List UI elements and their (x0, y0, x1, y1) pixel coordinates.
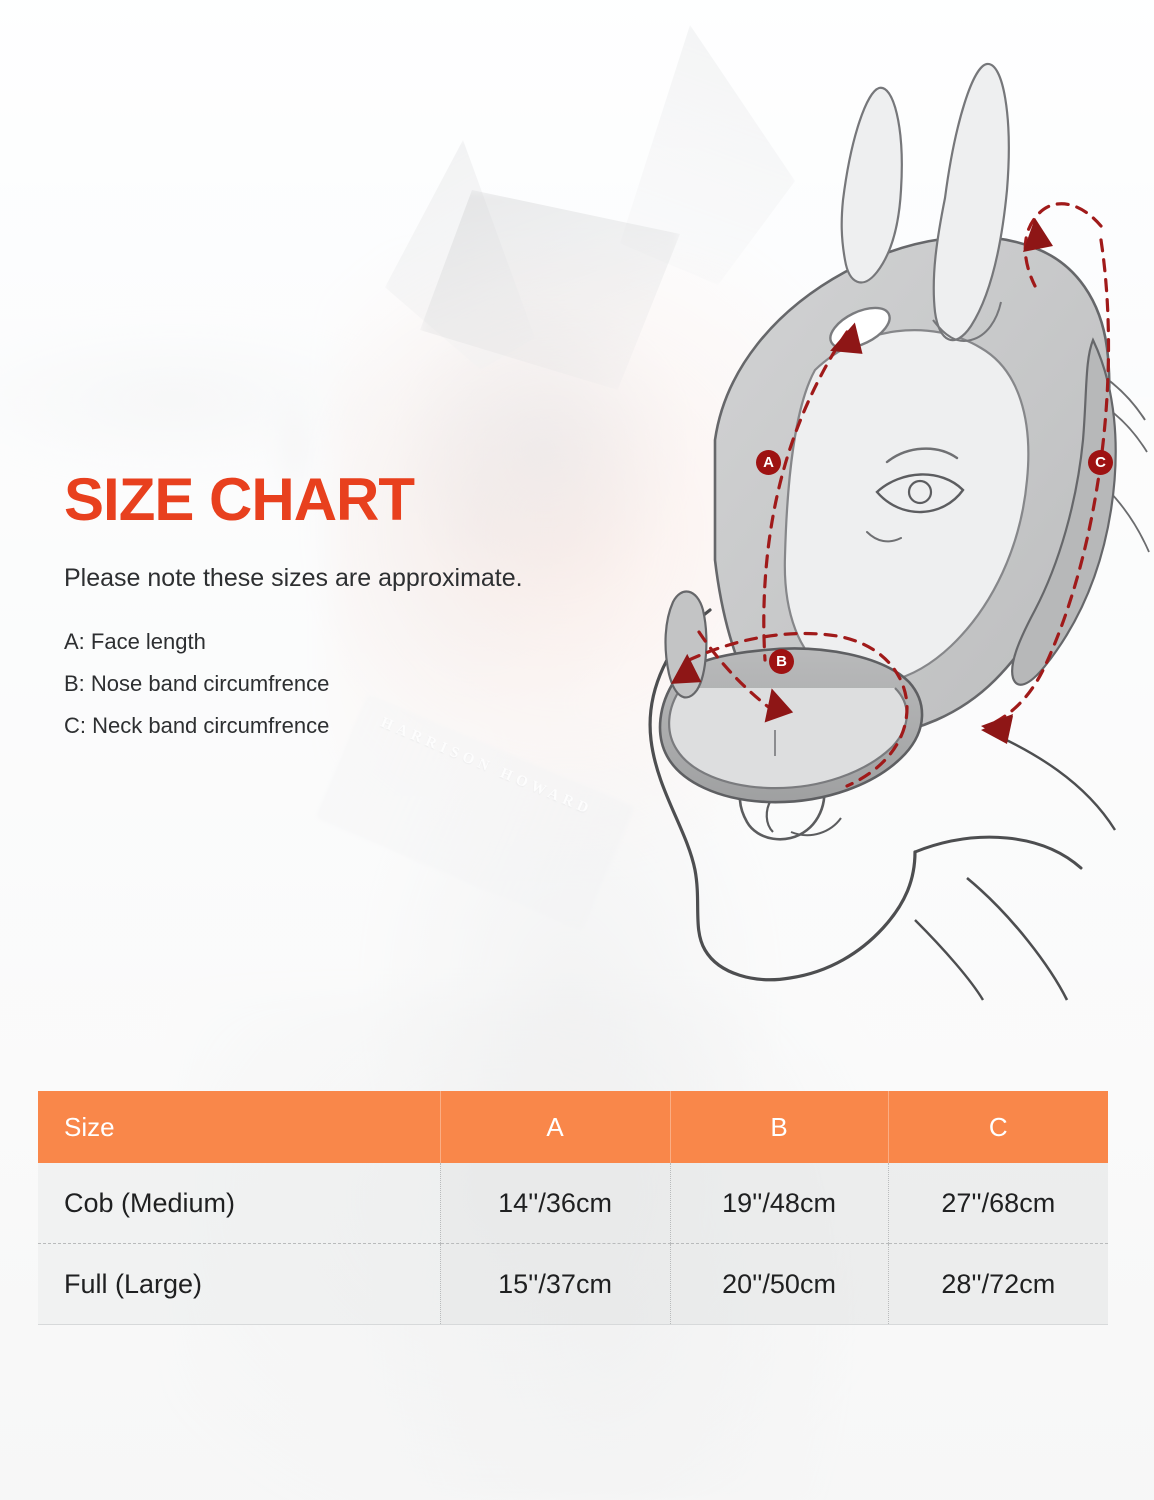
horse-nostril-inner (765, 799, 774, 833)
header-cell-size: Size (38, 1091, 440, 1163)
table-row: Full (Large) 15''/37cm 20''/50cm 28''/72… (38, 1243, 1108, 1325)
size-table-body: Cob (Medium) 14''/36cm 19''/48cm 27''/68… (38, 1163, 1108, 1325)
cell-a-cob: 14''/36cm (439, 1163, 670, 1244)
arrowhead-c-bottom (981, 714, 1013, 742)
header-cell-c: C (887, 1091, 1108, 1163)
mask-neck-band (1011, 337, 1117, 686)
cell-c-full: 28''/72cm (887, 1243, 1108, 1325)
cell-c-cob: 27''/68cm (887, 1163, 1108, 1244)
header-cell-b: B (669, 1091, 888, 1163)
page-title: SIZE CHART (64, 466, 415, 533)
measurement-lines (687, 202, 1111, 788)
intro-text-block: SIZE CHART Please note these sizes are a… (64, 470, 684, 755)
mask-eye-panel (783, 329, 1030, 685)
arrowhead-b-left (670, 653, 702, 684)
cell-a-full: 15''/37cm (439, 1243, 670, 1325)
size-table: Size A B C Cob (Medium) 14''/36cm 19''/4… (38, 1091, 1108, 1325)
measurement-legend: A: Face length B: Nose band circumfrence… (64, 629, 684, 739)
mask-ear-base-right (932, 301, 1002, 342)
horse-neck-line-2 (966, 876, 1069, 1001)
measurement-arrowheads (670, 218, 1053, 744)
horse-muzzle-outline (648, 608, 917, 982)
measure-path-b (687, 631, 909, 788)
fly-mask-illustration (615, 40, 1154, 1001)
horse-jaw-line (913, 835, 1083, 870)
size-table-head: Size A B C (38, 1091, 1108, 1163)
measure-path-a (762, 330, 849, 662)
legend-item-a: A: Face length (64, 629, 206, 654)
horse-lip-line (790, 817, 842, 837)
measurement-marker-b: B (769, 649, 794, 674)
legend-item-c: C: Neck band circumfrence (64, 713, 330, 738)
table-header-row: Size A B C (38, 1091, 1108, 1163)
eye-outline (875, 473, 965, 514)
cell-size-cob: Cob (Medium) (38, 1163, 440, 1244)
mask-left-tab (664, 590, 708, 699)
page-subtitle: Please note these sizes are approximate. (64, 564, 523, 592)
cell-b-cob: 19''/48cm (669, 1163, 888, 1244)
horse-neck-line-1 (984, 728, 1117, 831)
arrowhead-a (830, 322, 863, 354)
mask-ear-cover-right (932, 62, 1010, 342)
mask-ear-cover-left (840, 86, 903, 284)
measure-path-c-top (1023, 202, 1103, 288)
horse-neck-line-3 (914, 919, 985, 1001)
header-cell-a: A (439, 1091, 670, 1163)
arrowhead-c-top (1023, 218, 1053, 252)
cell-b-full: 20''/50cm (669, 1243, 888, 1325)
eye-cheek-line (866, 531, 902, 543)
cell-size-full: Full (Large) (38, 1243, 440, 1325)
measure-path-b-cross (697, 630, 777, 714)
fly-mask-group (658, 62, 1117, 804)
legend-item-b: B: Nose band circumfrence (64, 671, 330, 696)
measurement-marker-a: A (756, 450, 781, 475)
arrowhead-b-cross (764, 688, 794, 723)
eye-brow (885, 447, 959, 464)
table-row: Cob (Medium) 14''/36cm 19''/48cm 27''/68… (38, 1163, 1108, 1244)
measurement-marker-c: C (1088, 450, 1113, 475)
measure-path-c (985, 238, 1111, 728)
eye-pupil (907, 479, 933, 505)
